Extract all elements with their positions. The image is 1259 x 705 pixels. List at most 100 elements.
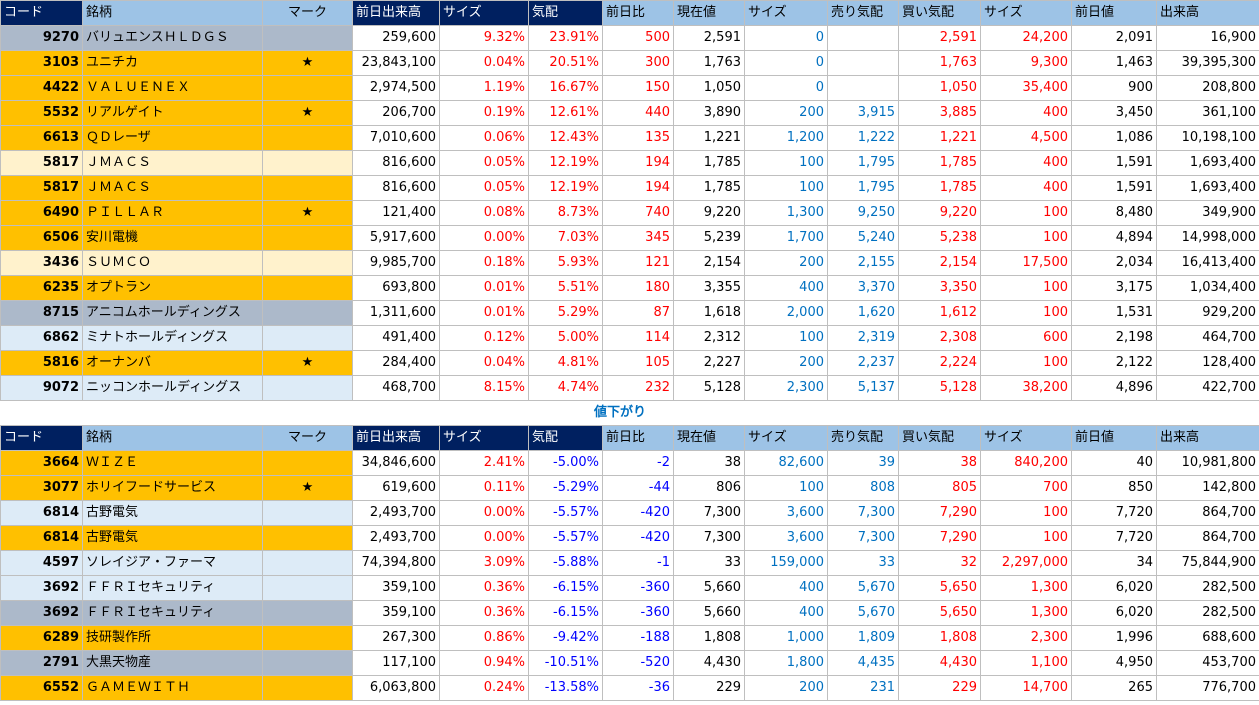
cell-bid-size[interactable]: 200: [744, 100, 828, 126]
star-icon[interactable]: ★: [262, 100, 353, 126]
cell-sell-quote[interactable]: 5,137: [827, 375, 899, 401]
cell-mark[interactable]: [262, 225, 353, 251]
cell-code[interactable]: 8715: [0, 300, 83, 326]
cell-prev-price[interactable]: 6,020: [1071, 600, 1157, 626]
cell-price[interactable]: 1,785: [673, 175, 745, 201]
cell-volume[interactable]: 16,413,400: [1156, 250, 1259, 276]
cell-buy-quote[interactable]: 1,763: [898, 50, 981, 76]
cell-mark[interactable]: [262, 625, 353, 651]
cell-buy-quote[interactable]: 1,808: [898, 625, 981, 651]
cell-price[interactable]: 806: [673, 475, 745, 501]
cell-prev-price[interactable]: 265: [1071, 675, 1157, 701]
cell-change[interactable]: 180: [602, 275, 674, 301]
cell-code[interactable]: 3692: [0, 600, 83, 626]
cell-price[interactable]: 1,808: [673, 625, 745, 651]
cell-size[interactable]: 0.01%: [439, 275, 529, 301]
cell-prev-price[interactable]: 1,591: [1071, 175, 1157, 201]
cell-buy-quote[interactable]: 3,350: [898, 275, 981, 301]
cell-size[interactable]: 0.18%: [439, 250, 529, 276]
cell-sell-quote[interactable]: 1,809: [827, 625, 899, 651]
cell-prev-price[interactable]: 7,720: [1071, 500, 1157, 526]
cell-name[interactable]: ニッコンホールディングス: [82, 375, 263, 401]
cell-bid-size[interactable]: 100: [744, 175, 828, 201]
cell-bid-size[interactable]: 0: [744, 50, 828, 76]
cell-change[interactable]: -420: [602, 525, 674, 551]
cell-size[interactable]: 0.11%: [439, 475, 529, 501]
cell-size[interactable]: 0.12%: [439, 325, 529, 351]
cell-quote[interactable]: 8.73%: [528, 200, 603, 226]
cell-volume[interactable]: 1,693,400: [1156, 150, 1259, 176]
cell-sell-quote[interactable]: [827, 75, 899, 101]
cell-code[interactable]: 6506: [0, 225, 83, 251]
cell-ask-size[interactable]: 100: [980, 500, 1072, 526]
cell-sell-quote[interactable]: 808: [827, 475, 899, 501]
table-row[interactable]: 6814 古野電気 2,493,700 0.00% -5.57% -420 7,300 3,6…: [0, 500, 1259, 526]
cell-name[interactable]: ＪＭＡＣＳ: [82, 175, 263, 201]
cell-ask-size[interactable]: 100: [980, 350, 1072, 376]
column-header-buy-quote[interactable]: 買い気配: [898, 0, 981, 26]
cell-prev-volume[interactable]: 359,100: [352, 575, 440, 601]
cell-mark[interactable]: [262, 550, 353, 576]
cell-prev-volume[interactable]: 117,100: [352, 650, 440, 676]
cell-size[interactable]: 0.01%: [439, 300, 529, 326]
cell-prev-volume[interactable]: 267,300: [352, 625, 440, 651]
cell-sell-quote[interactable]: 2,319: [827, 325, 899, 351]
cell-change[interactable]: -188: [602, 625, 674, 651]
cell-prev-volume[interactable]: 693,800: [352, 275, 440, 301]
cell-quote[interactable]: -10.51%: [528, 650, 603, 676]
cell-size[interactable]: 9.32%: [439, 25, 529, 51]
cell-price[interactable]: 2,227: [673, 350, 745, 376]
cell-volume[interactable]: 282,500: [1156, 575, 1259, 601]
cell-sell-quote[interactable]: 4,435: [827, 650, 899, 676]
column-header-size[interactable]: サイズ: [439, 0, 529, 26]
cell-volume[interactable]: 128,400: [1156, 350, 1259, 376]
cell-volume[interactable]: 10,198,100: [1156, 125, 1259, 151]
cell-mark[interactable]: [262, 500, 353, 526]
cell-size[interactable]: 2.41%: [439, 450, 529, 476]
cell-name[interactable]: 安川電機: [82, 225, 263, 251]
cell-size[interactable]: 0.04%: [439, 50, 529, 76]
cell-code[interactable]: 5817: [0, 175, 83, 201]
cell-quote[interactable]: 4.81%: [528, 350, 603, 376]
cell-change[interactable]: -360: [602, 600, 674, 626]
cell-bid-size[interactable]: 3,600: [744, 500, 828, 526]
table-row[interactable]: 3692 ＦＦＲＩセキュリティ 359,100 0.36% -6.15% -360 5,66…: [0, 575, 1259, 601]
cell-prev-price[interactable]: 1,591: [1071, 150, 1157, 176]
cell-code[interactable]: 9270: [0, 25, 83, 51]
cell-volume[interactable]: 75,844,900: [1156, 550, 1259, 576]
cell-price[interactable]: 1,618: [673, 300, 745, 326]
cell-change[interactable]: 135: [602, 125, 674, 151]
cell-prev-volume[interactable]: 491,400: [352, 325, 440, 351]
cell-mark[interactable]: [262, 25, 353, 51]
cell-buy-quote[interactable]: 2,154: [898, 250, 981, 276]
table-row[interactable]: 8715 アニコムホールディングス 1,311,600 0.01% 5.29% 87 1,6…: [0, 300, 1259, 326]
cell-buy-quote[interactable]: 4,430: [898, 650, 981, 676]
cell-buy-quote[interactable]: 1,612: [898, 300, 981, 326]
cell-sell-quote[interactable]: 7,300: [827, 500, 899, 526]
cell-code[interactable]: 2791: [0, 650, 83, 676]
cell-prev-volume[interactable]: 23,843,100: [352, 50, 440, 76]
cell-ask-size[interactable]: 9,300: [980, 50, 1072, 76]
cell-mark[interactable]: [262, 125, 353, 151]
cell-prev-price[interactable]: 900: [1071, 75, 1157, 101]
cell-sell-quote[interactable]: 5,670: [827, 575, 899, 601]
cell-size[interactable]: 0.06%: [439, 125, 529, 151]
cell-prev-volume[interactable]: 121,400: [352, 200, 440, 226]
star-icon[interactable]: ★: [262, 475, 353, 501]
cell-change[interactable]: -520: [602, 650, 674, 676]
cell-prev-price[interactable]: 1,086: [1071, 125, 1157, 151]
cell-change[interactable]: 194: [602, 150, 674, 176]
table-row[interactable]: 6552 ＧＡＭＥＷＩＴＨ 6,063,800 0.24% -13.58% -36 229 2…: [0, 675, 1259, 701]
cell-price[interactable]: 33: [673, 550, 745, 576]
cell-size[interactable]: 0.00%: [439, 500, 529, 526]
cell-price[interactable]: 1,221: [673, 125, 745, 151]
cell-sell-quote[interactable]: 2,237: [827, 350, 899, 376]
cell-change[interactable]: 105: [602, 350, 674, 376]
cell-name[interactable]: オプトラン: [82, 275, 263, 301]
cell-prev-volume[interactable]: 9,985,700: [352, 250, 440, 276]
cell-volume[interactable]: 1,034,400: [1156, 275, 1259, 301]
cell-name[interactable]: オーナンバ: [82, 350, 263, 376]
cell-prev-price[interactable]: 7,720: [1071, 525, 1157, 551]
cell-ask-size[interactable]: 1,100: [980, 650, 1072, 676]
cell-size[interactable]: 0.94%: [439, 650, 529, 676]
